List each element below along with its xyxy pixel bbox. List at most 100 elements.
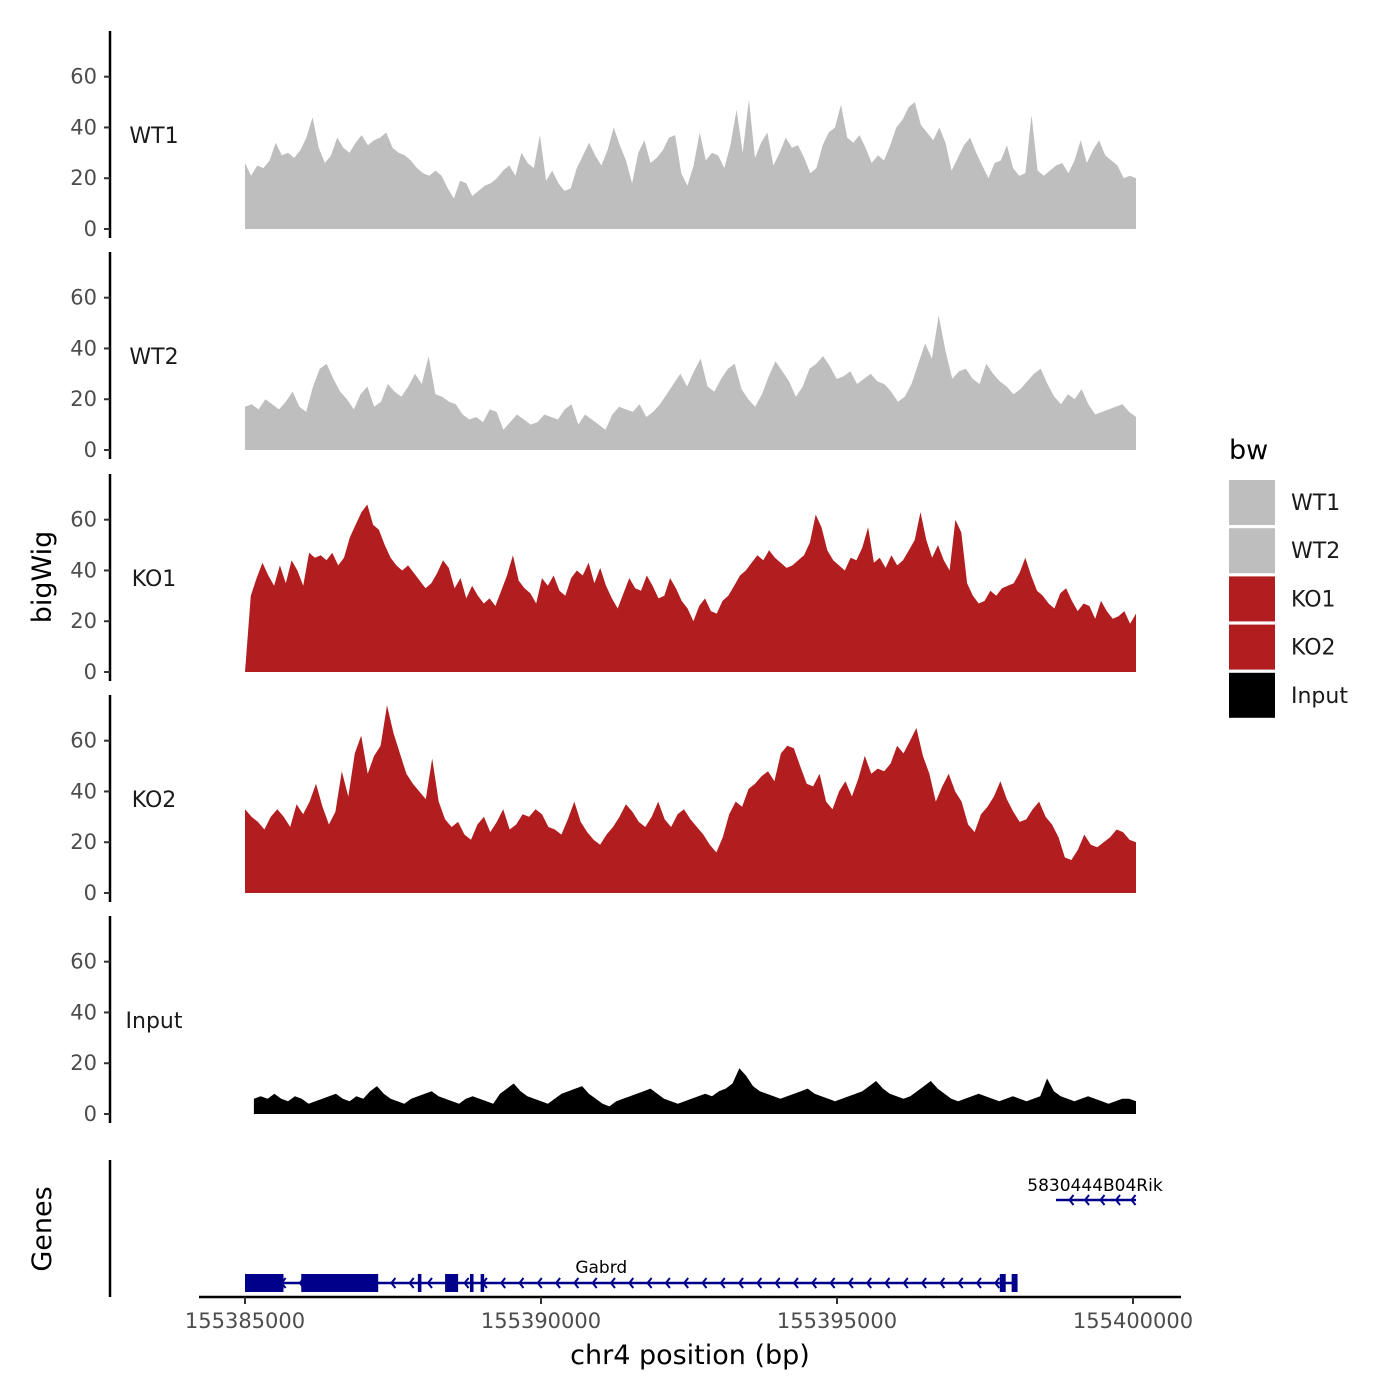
strand-arrow — [646, 1277, 653, 1289]
strand-arrow — [719, 1277, 726, 1289]
strand-arrow — [865, 1277, 872, 1289]
strand-arrow — [737, 1277, 744, 1289]
strand-arrow — [957, 1277, 964, 1289]
legend-key-ko2 — [1229, 624, 1275, 670]
legend: bw WT1 WT2 KO1 KO2 Input — [1229, 435, 1348, 718]
strand-arrow — [847, 1277, 854, 1289]
strand-arrow — [591, 1277, 598, 1289]
strand-arrow — [902, 1277, 909, 1289]
strand-arrow — [609, 1277, 616, 1289]
strand-arrow — [1083, 1194, 1090, 1206]
track-label: WT1 — [129, 124, 178, 149]
exon — [445, 1274, 459, 1292]
legend-key-input — [1229, 672, 1275, 718]
strand-arrow — [1130, 1194, 1137, 1206]
x-tick-label: 155400000 — [1073, 1309, 1193, 1333]
strand-arrow — [518, 1277, 525, 1289]
legend-key-wt2 — [1229, 528, 1275, 574]
strand-arrow — [975, 1277, 982, 1289]
y-tick-label: 0 — [84, 217, 97, 241]
legend-label-ko1: KO1 — [1291, 587, 1336, 612]
x-tick-label: 155385000 — [185, 1309, 305, 1333]
strand-arrow — [884, 1277, 891, 1289]
legend-key-wt1 — [1229, 480, 1275, 525]
strand-arrow — [426, 1277, 433, 1289]
y-tick-label: 20 — [70, 1051, 97, 1075]
y-tick-label: 0 — [84, 660, 97, 684]
track-label: Input — [126, 1009, 183, 1034]
strand-arrow — [390, 1277, 397, 1289]
strand-arrow — [829, 1277, 836, 1289]
y-tick-label: 60 — [70, 508, 97, 532]
strand-arrow — [701, 1277, 708, 1289]
y-tick-label: 20 — [70, 830, 97, 854]
y-tick-label: 20 — [70, 387, 97, 411]
legend-label-wt1: WT1 — [1291, 491, 1340, 516]
legend-label-input: Input — [1291, 684, 1348, 709]
y-tick-label: 60 — [70, 729, 97, 753]
y-tick-label: 40 — [70, 336, 97, 360]
exon — [469, 1274, 474, 1292]
coverage-tracks: 0 20 40 60 WT1 0 20 40 60 WT2 0 20 40 60 KO1 0 20 40 60 KO2… — [70, 31, 1136, 1126]
strand-arrow — [573, 1277, 580, 1289]
strand-arrow — [536, 1277, 543, 1289]
track-label: WT2 — [129, 345, 178, 370]
y-tick-label: 40 — [70, 779, 97, 803]
coverage-area-ko1 — [245, 504, 1136, 672]
y-tick-label: 20 — [70, 609, 97, 633]
y-tick-label: 0 — [84, 881, 97, 905]
legend-label-wt2: WT2 — [1291, 539, 1340, 564]
coverage-area-wt1 — [245, 99, 1136, 229]
strand-arrow — [554, 1277, 561, 1289]
strand-arrow — [994, 1277, 1001, 1289]
exon — [1011, 1274, 1018, 1292]
exon — [245, 1274, 284, 1292]
exon — [301, 1274, 379, 1292]
track-ko2: 0 20 40 60 KO2 — [70, 695, 1136, 905]
gene-gabrd: Gabrd — [245, 1258, 1018, 1292]
y-tick-label: 60 — [70, 950, 97, 974]
track-wt1: 0 20 40 60 WT1 — [70, 31, 1136, 241]
track-ko1: 0 20 40 60 KO1 — [70, 474, 1136, 684]
coverage-area-input — [253, 1068, 1136, 1114]
coverage-area-wt2 — [245, 315, 1136, 450]
strand-arrow — [1068, 1194, 1075, 1206]
y-tick-label: 20 — [70, 166, 97, 190]
y-axis-title: bigWig — [27, 531, 58, 624]
x-axis-title: chr4 position (bp) — [570, 1340, 810, 1371]
y-tick-label: 0 — [84, 1102, 97, 1126]
legend-label-ko2: KO2 — [1291, 636, 1336, 661]
strand-arrow — [499, 1277, 506, 1289]
track-wt2: 0 20 40 60 WT2 — [70, 252, 1136, 462]
y-tick-label: 60 — [70, 286, 97, 310]
strand-arrow — [664, 1277, 671, 1289]
x-axis: 155385000 155390000 155395000 155400000 — [185, 1295, 1193, 1333]
strand-arrow — [1099, 1194, 1106, 1206]
track-label: KO2 — [132, 788, 177, 813]
exon — [480, 1274, 485, 1292]
gene-5830444b04rik: 5830444B04Rik — [1027, 1176, 1163, 1206]
exon — [999, 1274, 1006, 1292]
gene-label: Gabrd — [575, 1258, 627, 1278]
coverage-area-ko2 — [245, 705, 1136, 893]
y-tick-label: 40 — [70, 1000, 97, 1024]
y-tick-label: 40 — [70, 115, 97, 139]
strand-arrow — [463, 1277, 470, 1289]
strand-arrow — [792, 1277, 799, 1289]
track-label: KO1 — [132, 567, 177, 592]
strand-arrow — [628, 1277, 635, 1289]
strand-arrow — [939, 1277, 946, 1289]
strand-arrow — [756, 1277, 763, 1289]
strand-arrow — [408, 1277, 415, 1289]
exon — [417, 1274, 422, 1292]
strand-arrow — [920, 1277, 927, 1289]
genes-track-title: Genes — [27, 1186, 58, 1271]
strand-arrow — [682, 1277, 689, 1289]
gene-label: 5830444B04Rik — [1027, 1176, 1163, 1196]
legend-title: bw — [1229, 435, 1268, 466]
track-input: 0 20 40 60 Input — [70, 916, 1136, 1126]
x-tick-label: 155390000 — [481, 1309, 601, 1333]
strand-arrow — [774, 1277, 781, 1289]
genes-track: Genes Gabrd 5830444B04Rik — [27, 1160, 1163, 1297]
